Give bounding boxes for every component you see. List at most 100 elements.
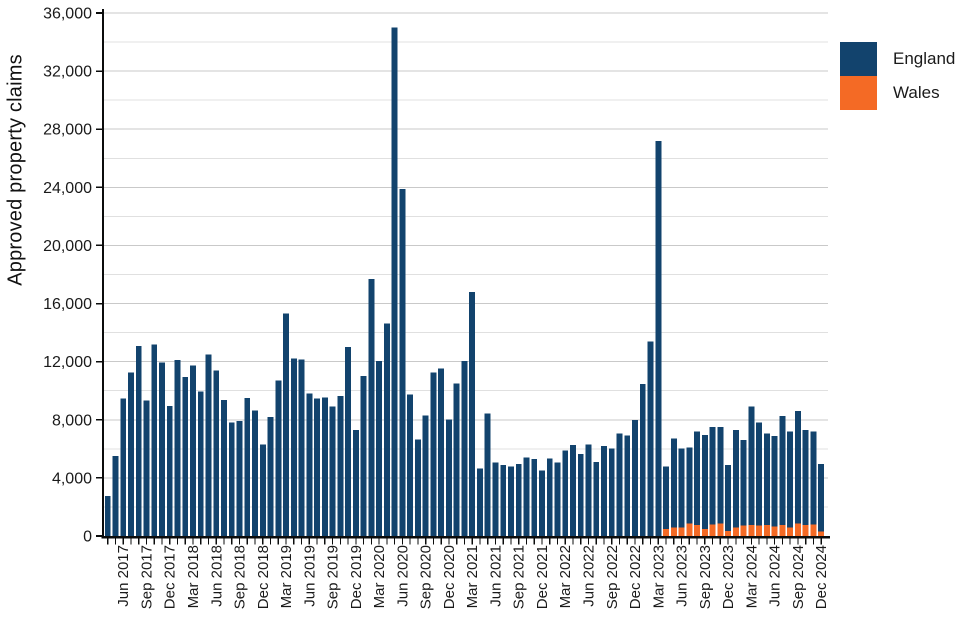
bar-england-Feb 2018: [182, 377, 189, 536]
bar-england-Jun 2018: [213, 370, 220, 536]
legend: England Wales: [840, 42, 955, 110]
bar-england-Jan 2019: [267, 416, 274, 536]
bar-england-Mar 2019: [283, 313, 290, 536]
bar-wales-Jul 2023: [686, 523, 693, 536]
bar-england-Nov 2019: [345, 347, 352, 536]
bar-england-Aug 2021: [508, 466, 514, 536]
x-tick-label: Jun 2020: [394, 545, 411, 607]
bar-england-Jul 2021: [500, 465, 507, 536]
bar-england-Aug 2020: [414, 439, 421, 536]
bar-england-Jan 2018: [174, 360, 181, 536]
y-tick-label: 24,000: [43, 180, 92, 197]
bar-england-Jun 2023: [678, 448, 685, 528]
bar-england-May 2023: [670, 438, 677, 528]
bar-england-Aug 2024: [787, 431, 794, 528]
x-tick-label: Sep 2019: [325, 545, 342, 609]
bar-england-Jan 2022: [546, 458, 553, 536]
bar-england-Dec 2020: [445, 419, 452, 536]
x-tick-label: Jun 2023: [674, 545, 691, 607]
x-tick-label: Mar 2018: [185, 545, 202, 608]
y-tick-label: 12,000: [43, 354, 92, 371]
bar-england-Sep 2019: [329, 406, 336, 536]
bar-england-Aug 2018: [228, 422, 235, 536]
bar-england-Oct 2021: [523, 457, 530, 536]
bar-england-Apr 2023: [663, 466, 670, 530]
bar-wales-Jan 2024: [732, 527, 739, 536]
bar-england-Apr 2017: [104, 496, 111, 536]
bar-england-Oct 2020: [430, 372, 437, 536]
bar-england-Feb 2019: [275, 380, 282, 536]
x-tick-label: Dec 2024: [813, 545, 830, 609]
bar-england-May 2021: [484, 413, 491, 536]
bar-england-Dec 2018: [259, 444, 266, 536]
bar-england-Feb 2021: [461, 360, 468, 536]
bar-england-Dec 2024: [818, 464, 825, 532]
bar-england-Nov 2022: [624, 435, 631, 536]
bar-england-Mar 2020: [376, 360, 383, 536]
y-tick-label: 36,000: [43, 6, 92, 23]
bar-england-Sep 2020: [422, 415, 429, 536]
y-tick-label: 28,000: [43, 122, 92, 139]
bar-england-Jul 2017: [128, 372, 134, 536]
x-tick-label: Mar 2024: [743, 545, 760, 608]
bar-england-Sep 2021: [515, 464, 522, 536]
bar-england-Mar 2021: [469, 291, 476, 536]
bar-wales-May 2023: [670, 527, 677, 536]
x-tick-label: Mar 2023: [650, 545, 667, 608]
bar-england-Oct 2019: [337, 395, 344, 536]
x-tick-label: Mar 2022: [557, 545, 574, 608]
bar-england-Jul 2018: [221, 400, 227, 536]
bar-wales-Apr 2024: [756, 525, 763, 536]
bar-england-Feb 2024: [740, 440, 747, 526]
bar-england-Jun 2022: [585, 444, 592, 536]
bar-england-Sep 2024: [794, 411, 801, 524]
bar-wales-Oct 2024: [802, 524, 809, 536]
legend-label-wales: Wales: [893, 83, 940, 102]
bar-england-Jun 2024: [771, 436, 778, 527]
bar-england-Aug 2022: [601, 445, 607, 536]
y-tick-label: 8,000: [52, 412, 92, 429]
bar-england-Nov 2017: [159, 362, 165, 536]
x-tick-label: Dec 2022: [627, 545, 644, 609]
bar-england-Feb 2020: [368, 278, 375, 536]
y-tick-label: 0: [83, 529, 92, 546]
bar-england-Jul 2022: [593, 461, 600, 536]
x-tick-label: Dec 2019: [348, 545, 365, 609]
bar-wales-Aug 2023: [694, 524, 701, 536]
bar-wales-Jun 2024: [771, 526, 778, 536]
bar-england-Jan 2023: [639, 384, 646, 536]
bar-england-Apr 2018: [197, 391, 204, 536]
x-tick-label: Sep 2024: [790, 545, 807, 609]
bar-england-Oct 2018: [244, 397, 251, 536]
bar-england-Aug 2019: [321, 397, 328, 536]
x-tick-label: Sep 2020: [418, 545, 435, 609]
bar-wales-Mar 2024: [748, 524, 755, 536]
bar-england-Jun 2019: [306, 393, 313, 536]
bar-england-Sep 2022: [608, 448, 615, 536]
bar-wales-Oct 2023: [709, 524, 716, 536]
bar-england-Jul 2024: [779, 416, 786, 525]
bar-wales-Sep 2024: [794, 523, 801, 536]
x-tick-label: Dec 2023: [720, 545, 737, 609]
bar-england-Mar 2018: [190, 365, 196, 536]
bar-wales-Nov 2023: [717, 523, 724, 536]
x-tick-label: Jun 2022: [581, 545, 598, 607]
bar-england-Apr 2022: [570, 445, 576, 536]
x-tick-label: Jun 2019: [301, 545, 318, 607]
y-tick-label: 32,000: [43, 64, 92, 81]
bar-england-May 2017: [112, 456, 119, 536]
legend-label-england: England: [893, 49, 956, 68]
bar-england-May 2018: [205, 354, 212, 536]
bar-england-May 2020: [391, 27, 398, 537]
x-tick-label: Mar 2019: [278, 545, 295, 608]
bar-england-Apr 2019: [290, 358, 297, 536]
y-tick-label: 4,000: [52, 470, 92, 487]
bar-england-Jun 2021: [492, 462, 499, 536]
bar-wales-Sep 2023: [701, 529, 708, 536]
bar-england-Dec 2023: [725, 464, 732, 532]
bar-england-Apr 2020: [383, 323, 390, 536]
bar-england-Oct 2023: [709, 427, 716, 525]
england-color-swatch: [840, 42, 877, 76]
x-tick-label: Mar 2021: [464, 545, 481, 608]
bar-england-Jun 2020: [399, 188, 406, 536]
